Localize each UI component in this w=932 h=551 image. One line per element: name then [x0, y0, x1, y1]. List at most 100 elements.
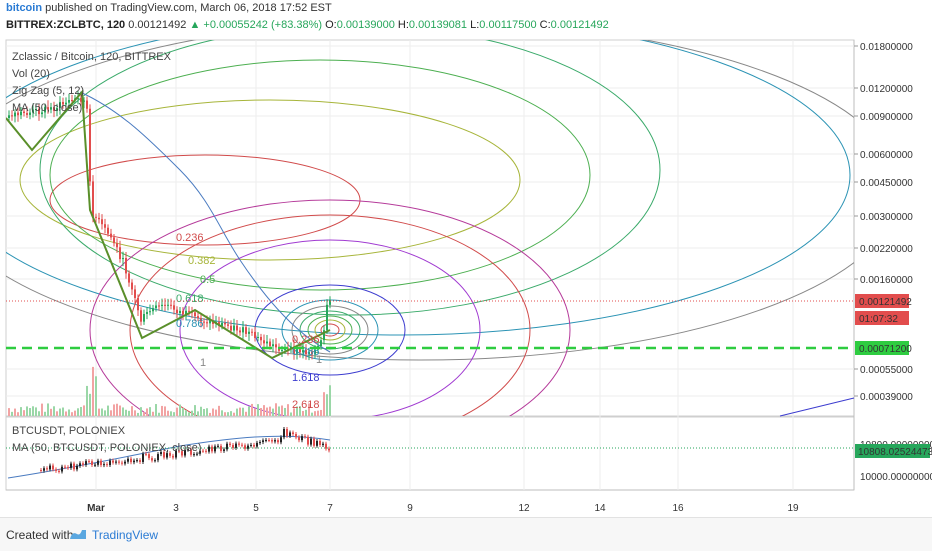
btc-candle — [163, 452, 165, 458]
candle-body — [44, 107, 46, 113]
candle-body — [221, 322, 223, 326]
candle-body — [170, 304, 172, 306]
candle-body — [20, 111, 22, 116]
candle-body — [224, 322, 226, 325]
btc-candle — [139, 460, 141, 462]
time-tick-label: 3 — [173, 503, 179, 514]
btc-candle — [79, 463, 81, 466]
fib-ring — [179, 239, 481, 416]
fib-ring — [129, 214, 531, 416]
volume-bar — [137, 412, 139, 416]
volume-bar — [302, 410, 304, 416]
sub-tick-label: 10000.00000000 — [860, 472, 932, 483]
btc-candle — [292, 432, 294, 435]
fib-level-label: 0.5 — [200, 274, 215, 286]
sub-current-tag: 10808.02524473 — [858, 447, 932, 458]
volume-bar — [47, 403, 49, 416]
tradingview-link[interactable]: TradingView — [92, 528, 159, 542]
candle-body — [272, 344, 274, 347]
volume-bar — [83, 405, 85, 416]
candle-body — [92, 181, 94, 217]
btc-candle — [313, 438, 315, 446]
tradingview-logo-icon — [70, 530, 86, 539]
volume-bar — [191, 410, 193, 416]
btc-candle — [226, 443, 228, 450]
volume-bar — [254, 408, 256, 416]
volume-bar — [203, 408, 205, 416]
btc-candle — [196, 453, 198, 455]
btc-candle — [106, 464, 108, 466]
btc-candle — [187, 449, 189, 451]
volume-bar — [323, 392, 325, 416]
btc-candle — [244, 445, 246, 449]
volume-bar — [245, 411, 247, 416]
btc-candle — [136, 460, 138, 462]
volume-bar — [278, 406, 280, 416]
volume-bar — [170, 411, 172, 416]
fib-ring — [49, 154, 361, 246]
candle-body — [257, 336, 259, 338]
volume-bar — [86, 385, 88, 416]
change-arrow-icon: ▲ — [189, 19, 201, 31]
ma-legend[interactable]: MA (50, close) — [12, 102, 82, 114]
candle-body — [86, 100, 88, 109]
candle-body — [176, 309, 178, 314]
volume-bar — [260, 408, 262, 416]
candle-body — [107, 227, 109, 234]
volume-bar — [68, 409, 70, 416]
chart-area[interactable]: 0.2360.3820.50.6180.78610.2360.78611.618… — [0, 0, 932, 517]
volume-bar — [56, 411, 58, 416]
close-label: C: — [539, 19, 551, 31]
price-candles — [8, 91, 331, 361]
btc-candle — [148, 454, 150, 459]
price-axis[interactable]: 0.01800000 0.01200000 0.00900000 0.00600000… — [854, 42, 913, 403]
btc-candle — [280, 437, 282, 443]
volume-bar — [299, 406, 301, 416]
time-axis[interactable]: Mar 3 5 7 9 12 14 16 19 — [87, 503, 799, 514]
zigzag-legend[interactable]: Zig Zag (5, 12) — [12, 85, 84, 97]
vol-legend[interactable]: Vol (20) — [12, 68, 50, 80]
trend-line[interactable] — [779, 397, 855, 417]
btc-candle — [133, 460, 135, 463]
volume-bar — [263, 405, 265, 416]
volume-bar — [32, 406, 34, 416]
volume-bar — [95, 376, 97, 416]
price-tick-label: 0.00600000 — [860, 150, 913, 161]
candle-body — [29, 112, 31, 115]
volume-bar — [71, 412, 73, 416]
candle-body — [281, 350, 283, 352]
time-tick-label: 7 — [327, 503, 333, 514]
symbol-header: BITTREX:ZCLBTC, 120 0.00121492 ▲ +0.0005… — [6, 19, 609, 31]
candle-body — [8, 115, 10, 118]
volume-bar — [140, 407, 142, 416]
candle-body — [89, 108, 91, 182]
time-tick-label: 16 — [672, 503, 684, 514]
btc-candle — [256, 442, 258, 447]
candle-body — [83, 100, 85, 102]
candle-body — [263, 340, 265, 344]
btc-candle — [154, 460, 156, 462]
btc-candle — [142, 453, 144, 462]
volume-bar — [74, 410, 76, 416]
author-link[interactable]: bitcoin — [6, 2, 43, 14]
btc-candle — [91, 461, 93, 465]
fib-ring — [39, 40, 661, 316]
volume-bar — [308, 403, 310, 416]
btc-candle — [157, 454, 159, 461]
sub-axis[interactable]: 10800.0000000010000.0000000010808.025244… — [855, 440, 932, 483]
price-tick-label: 0.00160000 — [860, 275, 913, 286]
time-tick-label: 19 — [787, 503, 799, 514]
fib-level-label: 1 — [200, 357, 206, 369]
btc-candle — [175, 450, 177, 458]
volume-bar — [29, 408, 31, 416]
volume-bar — [26, 406, 28, 416]
volume-bar — [218, 405, 220, 416]
sub-ma-legend[interactable]: MA (50, BTCUSDT, POLONIEX, close) — [12, 442, 202, 454]
fib-level-label: 1 — [316, 354, 322, 366]
btc-candle — [85, 461, 87, 465]
low-value: 0.00117500 — [479, 19, 537, 31]
volume-bar — [293, 408, 295, 416]
candle-body — [131, 282, 133, 290]
main-title: Zclassic / Bitcoin, 120, BITTREX — [12, 51, 172, 63]
candle-body — [116, 243, 118, 248]
